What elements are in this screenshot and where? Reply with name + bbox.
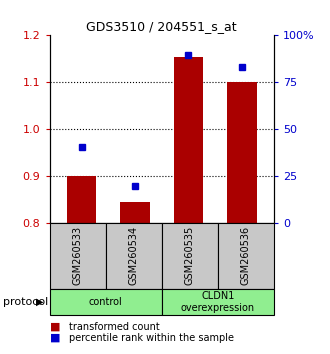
Text: protocol: protocol — [3, 297, 49, 307]
Text: transformed count: transformed count — [69, 322, 160, 332]
Bar — [227, 82, 256, 223]
Bar — [174, 57, 203, 223]
Title: GDS3510 / 204551_s_at: GDS3510 / 204551_s_at — [86, 20, 237, 33]
Bar — [67, 176, 96, 223]
Text: GSM260534: GSM260534 — [129, 226, 139, 285]
Text: percentile rank within the sample: percentile rank within the sample — [69, 333, 234, 343]
Text: ■: ■ — [50, 333, 60, 343]
Text: control: control — [89, 297, 122, 307]
Text: ▶: ▶ — [36, 297, 44, 307]
Text: GSM260536: GSM260536 — [241, 226, 251, 285]
Text: GSM260533: GSM260533 — [73, 226, 82, 285]
Bar — [120, 202, 150, 223]
Text: ■: ■ — [50, 322, 60, 332]
Text: GSM260535: GSM260535 — [185, 226, 195, 285]
Text: CLDN1
overexpression: CLDN1 overexpression — [181, 291, 255, 313]
